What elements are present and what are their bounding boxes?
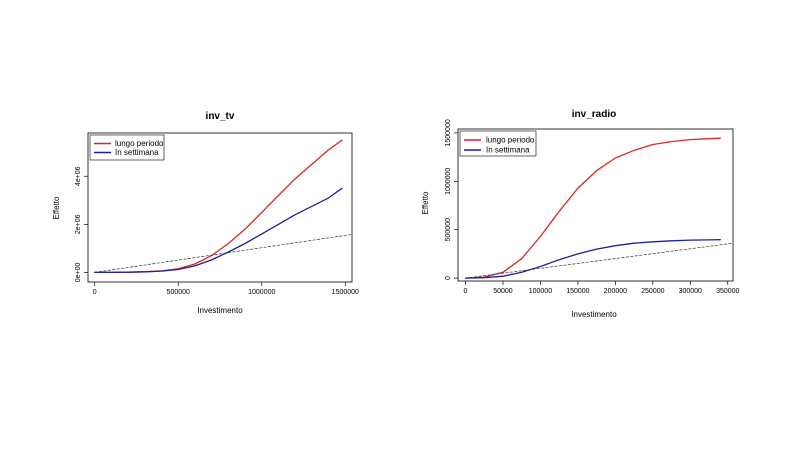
ticks-layer: 0 500000 1000000 1500000 0e+00 2e+06 4e+06 — [75, 166, 359, 296]
x-axis-label: Investimento — [571, 310, 617, 319]
x-tick-label: 100000 — [529, 288, 552, 295]
x-axis-label: Investimento — [197, 306, 243, 315]
x-tick-label: 1000000 — [248, 289, 275, 296]
series-line-1 — [464, 239, 721, 279]
chart-inv-radio: inv_radio 0 50000 100000 150000 200000 250000… — [421, 109, 740, 319]
legend-label-lungo-periodo: lungo periodo — [486, 136, 535, 145]
x-tick-label: 0 — [93, 289, 97, 296]
chart-title: inv_radio — [572, 109, 616, 120]
reference-line — [94, 234, 353, 273]
chart-title: inv_tv — [206, 111, 235, 122]
series-line-1 — [94, 187, 343, 274]
legend: lungo periodo In settimana — [89, 134, 165, 161]
ticks-layer: 0 50000 100000 150000 200000 250000 300000 3500… — [445, 119, 740, 295]
legend-box — [459, 130, 537, 157]
legend-label-in-settimana: In settimana — [486, 146, 530, 155]
legend: lungo periodo In settimana — [459, 130, 537, 157]
y-tick-label: 500000 — [445, 218, 452, 241]
series-layer — [94, 139, 353, 274]
y-tick-label: 4e+06 — [75, 166, 82, 186]
plot-frame — [457, 128, 734, 282]
y-axis-label: Effetto — [421, 191, 430, 215]
x-tick-label: 0 — [464, 288, 468, 295]
x-tick-label: 150000 — [566, 288, 589, 295]
y-tick-label: 1000000 — [445, 168, 452, 195]
legend-box — [89, 134, 165, 161]
x-tick-label: 300000 — [679, 288, 702, 295]
reference-line — [465, 242, 734, 279]
x-tick-label: 500000 — [167, 289, 190, 296]
x-tick-label: 350000 — [716, 288, 739, 295]
y-tick-label: 0e+00 — [75, 262, 82, 282]
y-tick-label: 2e+06 — [75, 214, 82, 234]
y-axis-label: Effetto — [52, 196, 61, 220]
x-tick-label: 200000 — [604, 288, 627, 295]
chart-inv-tv: inv_tv 0 500000 1000000 1500000 0e+00 2e+06 4e… — [52, 111, 359, 315]
x-tick-label: 1500000 — [332, 289, 359, 296]
y-tick-label: 0 — [445, 276, 452, 280]
x-tick-label: 250000 — [641, 288, 664, 295]
x-tick-label: 50000 — [493, 288, 513, 295]
legend-label-lungo-periodo: lungo periodo — [115, 139, 164, 148]
series-line-0 — [464, 137, 721, 279]
y-tick-label: 1500000 — [445, 119, 452, 146]
legend-label-in-settimana: In settimana — [115, 148, 159, 157]
series-layer — [464, 137, 734, 279]
plot-frame — [87, 132, 353, 283]
